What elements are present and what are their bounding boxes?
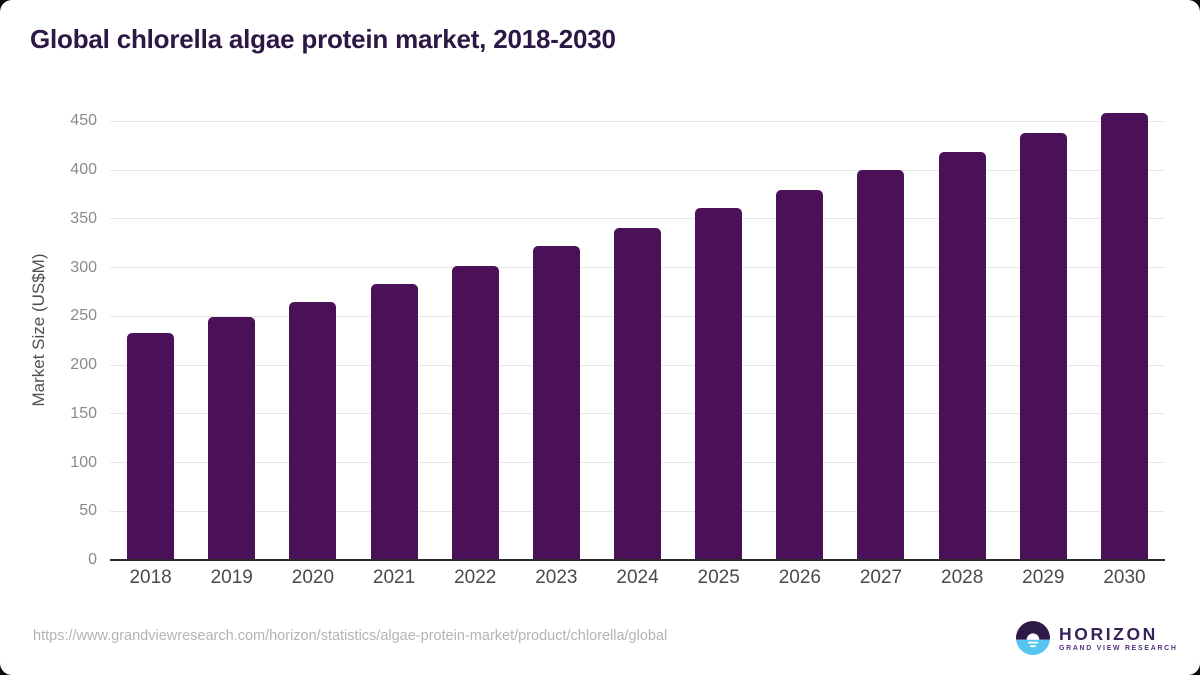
- bar-2027: [857, 170, 905, 560]
- y-tick-label: 300: [70, 258, 97, 276]
- plot-area: [110, 100, 1165, 561]
- x-tick-label-2028: 2028: [941, 567, 984, 588]
- x-tick-label-2022: 2022: [454, 567, 497, 588]
- bar-cell-2021: [353, 100, 434, 560]
- logo-subtitle: GRAND VIEW RESEARCH: [1059, 645, 1178, 653]
- x-tick-label-2025: 2025: [697, 567, 740, 588]
- bar-cell-2020: [272, 100, 353, 560]
- source-url: https://www.grandviewresearch.com/horizo…: [33, 628, 668, 644]
- bar-2021: [370, 284, 418, 560]
- bar-cell-2023: [516, 100, 597, 560]
- bar-cell-2030: [1084, 100, 1165, 560]
- y-tick-label: 0: [88, 551, 97, 568]
- y-tick-label: 100: [70, 453, 97, 471]
- gridline: [110, 169, 1165, 171]
- x-tick-label-2027: 2027: [859, 567, 903, 588]
- bar-cell-2028: [922, 100, 1003, 560]
- bar-2020: [289, 301, 337, 560]
- gridline: [110, 120, 1165, 122]
- chart-title: Global chlorella algae protein market, 2…: [30, 24, 616, 54]
- bar-cell-2029: [1003, 100, 1084, 560]
- x-tick-label-2029: 2029: [1022, 567, 1065, 588]
- x-tick-label-2019: 2019: [210, 567, 253, 588]
- bars-row: [110, 100, 1165, 560]
- bar-2030: [1100, 112, 1148, 560]
- bar-2024: [614, 227, 662, 560]
- x-tick-label-2030: 2030: [1103, 567, 1146, 588]
- y-tick-label: 200: [70, 356, 97, 374]
- bar-cell-2019: [191, 100, 272, 560]
- bar-2019: [208, 317, 256, 560]
- horizon-logo: HORIZON GRAND VIEW RESEARCH: [1016, 621, 1178, 655]
- bar-cell-2022: [435, 100, 516, 560]
- bar-cell-2018: [110, 100, 191, 560]
- y-tick-label: 150: [70, 404, 97, 422]
- x-tick-label-2024: 2024: [616, 567, 659, 588]
- bar-cell-2026: [759, 100, 840, 560]
- y-tick-label: 450: [70, 112, 97, 130]
- bar-cell-2025: [678, 100, 759, 560]
- bar-cell-2024: [597, 100, 678, 560]
- gridline: [110, 218, 1165, 220]
- x-axis-baseline: [110, 559, 1165, 561]
- y-tick-label: 350: [70, 209, 97, 227]
- bar-2025: [695, 208, 743, 560]
- y-tick-label: 400: [70, 161, 97, 179]
- bar-2026: [776, 189, 824, 560]
- bar-2023: [532, 246, 580, 560]
- y-tick-label: 50: [79, 502, 97, 520]
- y-axis-ticks: 0 50 100 150 200 250 300 350 400 450: [30, 100, 97, 568]
- x-tick-label-2023: 2023: [535, 567, 578, 588]
- x-tick-label-2026: 2026: [778, 567, 821, 588]
- x-tick-label-2021: 2021: [372, 567, 416, 588]
- bar-2018: [127, 332, 175, 560]
- horizon-sunset-icon: [1016, 621, 1050, 655]
- bar-cell-2027: [840, 100, 921, 560]
- y-tick-label: 250: [70, 307, 97, 325]
- bar-2029: [1019, 133, 1067, 560]
- logo-text-block: HORIZON GRAND VIEW RESEARCH: [1059, 623, 1178, 653]
- bar-2022: [451, 265, 499, 560]
- bar-2028: [938, 151, 986, 560]
- x-axis-labels: 2018 2019 2020 2021 2022 2023 2024 2025 2026 2027…: [110, 567, 1165, 589]
- x-tick-label-2018: 2018: [129, 567, 172, 588]
- x-tick-label-2020: 2020: [291, 567, 335, 588]
- logo-name: HORIZON: [1059, 623, 1158, 644]
